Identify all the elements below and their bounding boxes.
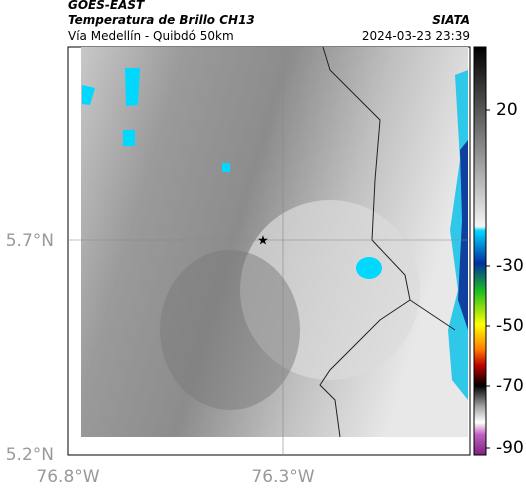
lon-label: 76.8°W — [36, 467, 99, 487]
svg-text:★: ★ — [257, 234, 269, 249]
product: Temperatura de Brillo CH13 — [68, 13, 255, 27]
colorbar: 20 -30 -50 -70 -90 — [473, 46, 524, 458]
lat-label: 5.7°N — [6, 231, 54, 251]
colorbar-tick: -90 — [496, 438, 524, 458]
datetime: 2024-03-23 23:39 — [362, 29, 470, 43]
source: GOES-EAST — [68, 0, 145, 12]
colorbar-tick: -70 — [496, 376, 524, 396]
lon-label: 76.3°W — [251, 467, 314, 487]
colorbar-tick: 20 — [496, 100, 518, 120]
org: SIATA — [432, 13, 470, 27]
map: ★ — [67, 46, 471, 456]
colorbar-tick: -30 — [496, 256, 524, 276]
place: Vía Medellín - Quibdó 50km — [68, 29, 234, 43]
lat-label: 5.2°N — [6, 445, 54, 465]
colorbar-tick: -50 — [496, 316, 524, 336]
